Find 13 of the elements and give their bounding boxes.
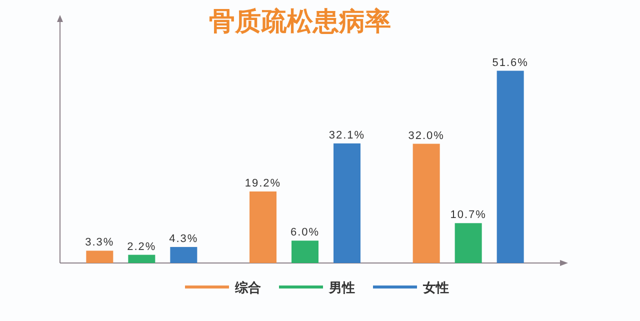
title: 骨质疏松患病率	[209, 6, 391, 36]
data-label: 4.3%	[169, 232, 198, 245]
legend-label: 综合	[234, 280, 261, 295]
data-label: 19.2%	[244, 177, 282, 190]
data-label: 3.3%	[85, 236, 114, 249]
legend-label: 女性	[422, 280, 449, 295]
data-label: 51.6%	[492, 56, 528, 69]
data-label: 10.7%	[450, 209, 486, 222]
legend-label: 男性	[328, 280, 355, 295]
data-label: 2.2%	[127, 240, 156, 253]
data-label: 6.0%	[290, 226, 320, 239]
data-label: 32.1%	[328, 129, 366, 142]
data-label: 32.0%	[408, 130, 444, 142]
